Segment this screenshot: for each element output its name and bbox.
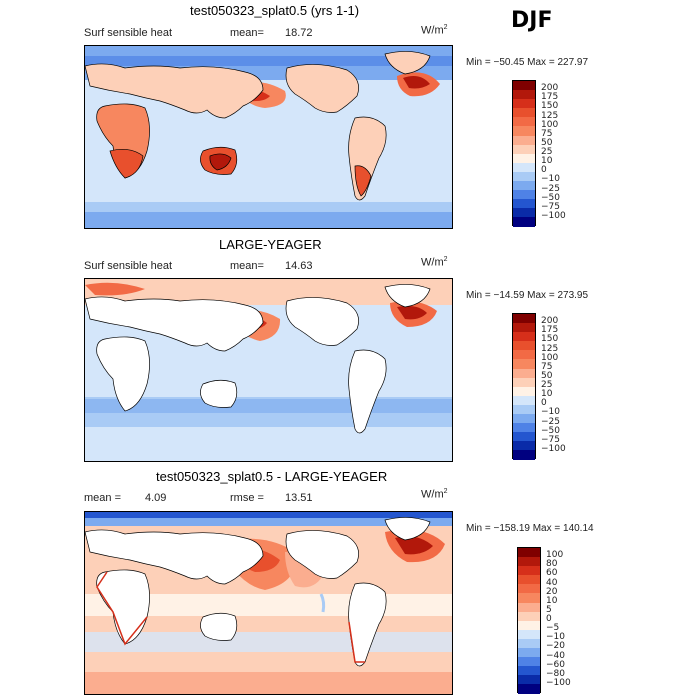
colorbar-tick-label: −80 <box>546 668 565 679</box>
panel3-map <box>84 511 453 695</box>
panel3-minmax: Min = −158.19 Max = 140.14 <box>466 523 594 534</box>
panel3-units: W/m2 <box>421 488 448 501</box>
panel3-title: test050323_splat0.5 - LARGE-YEAGER <box>156 469 388 484</box>
panel2-mean-value: 14.63 <box>285 260 313 272</box>
panel2-title: LARGE-YEAGER <box>219 237 322 252</box>
colorbar-tick-label: −100 <box>546 677 571 688</box>
colorbar-tick-label: 20 <box>546 586 558 597</box>
panel1-units: W/m2 <box>421 24 448 37</box>
colorbar-tick-label: −10 <box>546 632 565 643</box>
colorbar-tick-label: 200 <box>541 83 559 94</box>
colorbar-tick-label: −25 <box>541 183 560 194</box>
panel1-colorbar <box>512 80 536 227</box>
panel2-units: W/m2 <box>421 256 448 269</box>
colorbar-tick-label: 0 <box>541 398 547 409</box>
colorbar-tick-label: −100 <box>541 210 566 221</box>
panel3-mean-label: mean = <box>84 492 121 504</box>
colorbar-tick-label: 25 <box>541 380 553 390</box>
colorbar-tick-label: −25 <box>541 416 560 427</box>
colorbar-tick-label: −100 <box>541 443 566 454</box>
panel1-map-svg <box>85 46 452 228</box>
colorbar-tick-label: 75 <box>541 128 553 139</box>
panel3-rmse-label: rmse = <box>230 492 264 504</box>
colorbar-tick-label: 0 <box>546 614 552 624</box>
panel2-map <box>84 278 453 462</box>
colorbar-tick-label: 175 <box>541 325 559 336</box>
colorbar-tick-label: 10 <box>541 156 553 167</box>
colorbar-tick-label: 200 <box>541 316 559 327</box>
colorbar-tick-label: −10 <box>541 407 560 418</box>
panel1-title: test050323_splat0.5 (yrs 1-1) <box>190 3 360 18</box>
panel1-continents <box>85 51 431 201</box>
colorbar-tick-label: −50 <box>541 425 560 436</box>
colorbar-tick-label: 80 <box>546 559 558 570</box>
colorbar-tick-label: 150 <box>541 334 559 345</box>
colorbar-tick-label: −20 <box>546 641 565 652</box>
panel2-mean-label: mean= <box>230 260 264 272</box>
panel1-map <box>84 45 453 229</box>
colorbar-tick-label: 100 <box>541 352 559 363</box>
panel3-mean-value: 4.09 <box>145 492 167 504</box>
panel2-map-svg <box>85 279 452 461</box>
colorbar-tick-label: −50 <box>541 192 560 203</box>
colorbar-tick-label: −60 <box>546 659 565 670</box>
colorbar-tick-label: 125 <box>541 110 559 121</box>
panel3-rmse-value: 13.51 <box>285 492 313 504</box>
colorbar-tick-label: 125 <box>541 343 559 354</box>
colorbar-tick-label: 100 <box>546 550 564 561</box>
panel3-map-svg <box>85 512 452 694</box>
colorbar-tick-label: 100 <box>541 119 559 130</box>
colorbar-tick-label: 175 <box>541 92 559 103</box>
colorbar-tick-label: 60 <box>546 568 558 579</box>
colorbar-tick-label: 10 <box>541 389 553 400</box>
colorbar-tick-label: 10 <box>546 595 558 606</box>
colorbar-tick-label: −40 <box>546 650 565 661</box>
colorbar-tick-label: 40 <box>546 577 558 588</box>
colorbar-tick-label: 25 <box>541 147 553 157</box>
colorbar-tick-label: −10 <box>541 174 560 185</box>
panel3-colorbar <box>517 547 541 694</box>
panel2-minmax: Min = −14.59 Max = 273.95 <box>466 290 589 301</box>
panel2-colorbar <box>512 313 536 460</box>
colorbar-tick-label: −75 <box>541 201 560 212</box>
panel1-mean-label: mean= <box>230 27 264 39</box>
colorbar-tick-label: 75 <box>541 361 553 372</box>
colorbar-tick-label: −75 <box>541 434 560 445</box>
panel3-continents <box>85 517 431 667</box>
panel2-continents <box>85 284 431 434</box>
panel2-variable-label: Surf sensible heat <box>84 260 173 272</box>
panel1-variable-label: Surf sensible heat <box>84 27 173 39</box>
colorbar-tick-label: 5 <box>546 604 552 615</box>
panel1-mean-value: 18.72 <box>285 27 313 39</box>
colorbar-tick-label: 50 <box>541 370 553 381</box>
colorbar-tick-label: −5 <box>546 623 560 634</box>
season-label: DJF <box>511 8 553 33</box>
colorbar-tick-label: 50 <box>541 137 553 148</box>
colorbar-tick-label: 0 <box>541 165 547 176</box>
panel1-minmax: Min = −50.45 Max = 227.97 <box>466 57 589 68</box>
colorbar-tick-label: 150 <box>541 101 559 112</box>
